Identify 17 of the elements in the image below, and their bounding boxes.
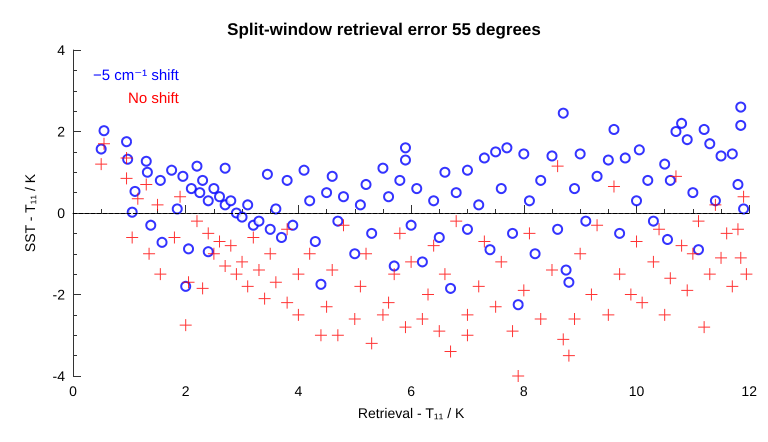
x-tick-label: 8	[520, 383, 528, 399]
y-tick-label: -2	[52, 286, 66, 302]
x-tick-label: 0	[69, 383, 78, 399]
y-axis-title: SST - T₁₁ / K	[22, 173, 38, 252]
x-tick-label: 6	[407, 383, 416, 399]
text: No shift	[128, 90, 180, 107]
x-tick-label: 4	[294, 383, 303, 399]
y-tick-label: 2	[57, 124, 66, 140]
y-tick-label: 4	[57, 42, 66, 58]
x-tick-label: 10	[628, 383, 645, 399]
text: −5 cm⁻¹ shift	[92, 67, 180, 84]
x-axis-title: Retrieval - T₁₁ / K	[358, 405, 465, 421]
x-tick-label: 12	[741, 383, 758, 399]
y-tick-label: 0	[57, 205, 66, 221]
x-tick-label: 2	[182, 383, 190, 399]
chart-title: Split-window retrieval error 55 degrees	[227, 20, 541, 39]
y-tick-label: -4	[52, 368, 66, 384]
